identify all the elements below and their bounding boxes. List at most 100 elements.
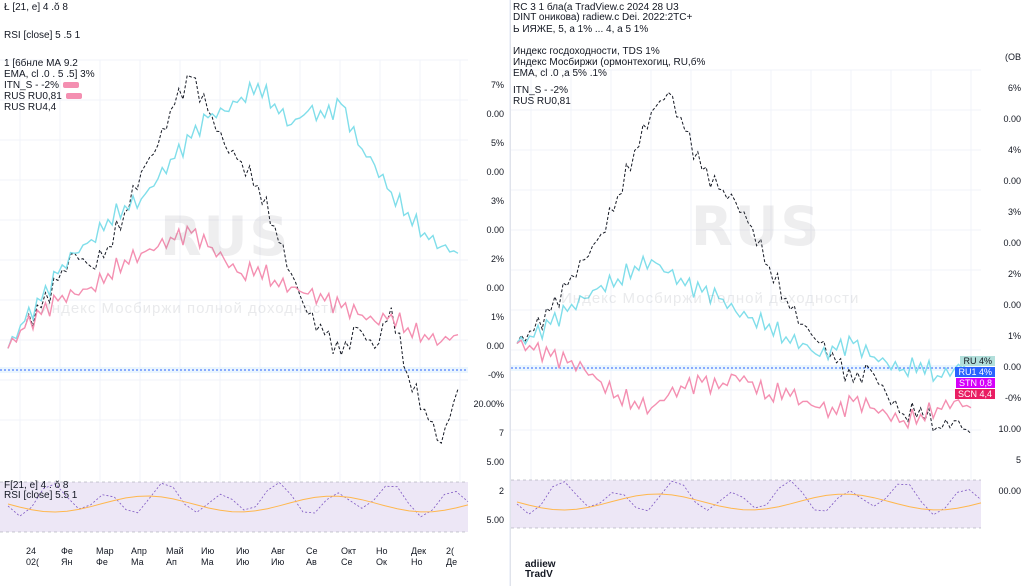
price-axis-label: -0% <box>1004 393 1021 403</box>
left-legend-item[interactable]: RUS RU0,81 <box>4 91 95 102</box>
price-axis-label: (ОВ <box>1004 52 1021 62</box>
left-rsi-legend-1: F[21, e] 4 . ŏ 8 <box>4 480 69 491</box>
left-chart-panel: RUS Индекс Мосбиржи полной доходности Ł … <box>0 0 510 586</box>
time-axis-label: Окт <box>341 546 357 556</box>
baseline-band <box>511 365 981 371</box>
price-axis-label: 2 <box>498 486 504 496</box>
price-axis-label: 7% <box>490 80 504 90</box>
price-axis-label: 5.00 <box>486 515 504 525</box>
time-axis-label: Ап <box>166 557 177 567</box>
tradingview-logo[interactable]: adiiew TradV <box>525 560 556 580</box>
price-axis-label: 0.00 <box>486 109 504 119</box>
left-legend-item[interactable]: EMA, сl .0 . 5 .5] 3% <box>4 69 95 80</box>
left-legend-item[interactable]: IТN_S - -2% <box>4 80 95 91</box>
time-axis-label: Се <box>306 546 318 556</box>
legend-label: IТN_S - -2% <box>4 80 60 91</box>
time-axis-label: Ию <box>236 557 250 567</box>
time-axis-label: Ию <box>236 546 250 556</box>
left-legend-item[interactable]: 1 [6бнле МА 9.2 <box>4 58 95 69</box>
price-axis-label: 10.00 <box>998 424 1021 434</box>
legend-swatch <box>63 82 80 89</box>
price-axis-label: 3% <box>1007 207 1021 217</box>
right-chart-panel: RUS Индекс Мосбиржи полной доходности RC… <box>510 0 1024 586</box>
left-sub-watermark: Индекс Мосбиржи полной доходности <box>40 300 339 317</box>
right-legend-item[interactable]: EMA, сl .0 ,а 5% .1% <box>513 68 705 79</box>
price-axis-label: 0.00 <box>1003 238 1021 248</box>
time-axis-label: Ян <box>61 557 73 567</box>
time-axis-label: Ию <box>271 557 285 567</box>
time-axis-label: Фе <box>96 557 108 567</box>
price-axis-label: 0.00 <box>1003 176 1021 186</box>
price-axis-label: 0.00 <box>486 341 504 351</box>
time-axis-label: Ма <box>201 557 214 567</box>
series-line <box>516 339 972 430</box>
rsi-band <box>511 480 981 528</box>
legend-label: 1 [6бнле МА 9.2 <box>4 58 78 69</box>
legend-label: Индекс госдоходности, ТDS 1% <box>513 46 660 57</box>
left-rsi-legend-2: RSI [close] 5.5 1 <box>4 490 78 501</box>
price-axis-label: 7 <box>498 428 504 438</box>
rsi-signal-line <box>516 493 982 511</box>
left-legend: 1 [6бнле МА 9.2 EMA, сl .0 . 5 .5] 3% IТ… <box>4 58 95 113</box>
right-watermark: RUS <box>691 195 822 258</box>
right-legend-item[interactable]: IТN_S - -2% <box>513 85 705 96</box>
left-watermark: RUS <box>160 205 291 268</box>
series-line <box>516 91 972 434</box>
right-header-1: RC 3 1 бла(а TradView.c 2024 28 U3 <box>513 2 679 13</box>
price-axis-label: 1% <box>1007 331 1021 341</box>
legend-label: RUS RU0,81 <box>513 96 571 107</box>
price-axis-label: 6% <box>1007 83 1021 93</box>
time-axis-label: Апр <box>131 546 147 556</box>
price-axis-label: 5% <box>490 138 504 148</box>
right-tag-ru1: RU1 4% <box>955 367 995 377</box>
time-axis-label: Ма <box>131 557 144 567</box>
right-legend: Индекс госдоходности, ТDS 1% Индекс Мосб… <box>513 46 705 107</box>
rsi-signal-line <box>7 495 469 513</box>
right-tag-stn: STN 0,8 <box>955 378 995 388</box>
time-axis-label: Ав <box>306 557 317 567</box>
price-axis-label: 0.00 <box>1003 300 1021 310</box>
right-sub-watermark: Индекс Мосбиржи полной доходности <box>561 290 860 307</box>
series-line <box>7 224 459 349</box>
legend-label: EMA, сl .0 ,а 5% .1% <box>513 68 607 79</box>
right-chart-svg[interactable] <box>511 0 1024 586</box>
price-axis-label: 5 <box>1015 455 1021 465</box>
time-axis-label: Де <box>446 557 458 567</box>
time-axis-label: 02( <box>26 557 40 567</box>
time-axis-label: Авг <box>271 546 286 556</box>
right-legend-item[interactable]: Индекс Мосбиржи (ормонтехогиц, RU,б% <box>513 57 705 68</box>
price-axis-label: 1% <box>490 312 504 322</box>
price-axis-label: 0.00 <box>1003 362 1021 372</box>
price-axis-label: 0.00 <box>486 225 504 235</box>
time-axis-label: 24 <box>26 546 37 556</box>
price-axis-label: 5.00 <box>486 457 504 467</box>
time-axis-label: Мар <box>96 546 114 556</box>
legend-label: RUS RU0,81 <box>4 91 62 102</box>
legend-swatch <box>65 93 82 100</box>
right-legend-item[interactable]: RUS RU0,81 <box>513 96 705 107</box>
price-axis-label: 3% <box>490 196 504 206</box>
price-axis-label: 2% <box>1007 269 1021 279</box>
left-legend-item[interactable]: RUS RU4,4 <box>4 102 95 113</box>
time-axis-label: Ию <box>201 546 215 556</box>
time-axis-label: Но <box>376 546 388 556</box>
time-axis-label: Ок <box>376 557 387 567</box>
price-axis-label: 20.00% <box>473 399 504 409</box>
time-axis-label: Но <box>411 557 423 567</box>
time-axis-label: Фе <box>61 546 73 556</box>
left-header-1: Ł [21, e] 4 .ŏ 8 <box>4 2 68 13</box>
price-axis-label: 2% <box>490 254 504 264</box>
logo-line-2: TradV <box>525 569 553 580</box>
price-axis-label: 0.00 <box>486 167 504 177</box>
logo-line-1: adiiew <box>525 559 556 570</box>
right-header-3: Ь ИЯЖЕ, 5, а 1% ... 4, а 5 1% <box>513 24 649 35</box>
right-tag-ru: RU 4% <box>960 356 995 366</box>
price-axis-label: 0.00 <box>1003 114 1021 124</box>
left-chart-svg[interactable] <box>0 0 510 586</box>
time-axis-label: Се <box>341 557 353 567</box>
series-line <box>7 74 459 445</box>
price-axis-label: -0% <box>487 370 504 380</box>
series-line <box>516 254 972 383</box>
price-axis-label: 4% <box>1007 145 1021 155</box>
right-legend-item[interactable]: Индекс госдоходности, ТDS 1% <box>513 46 705 57</box>
